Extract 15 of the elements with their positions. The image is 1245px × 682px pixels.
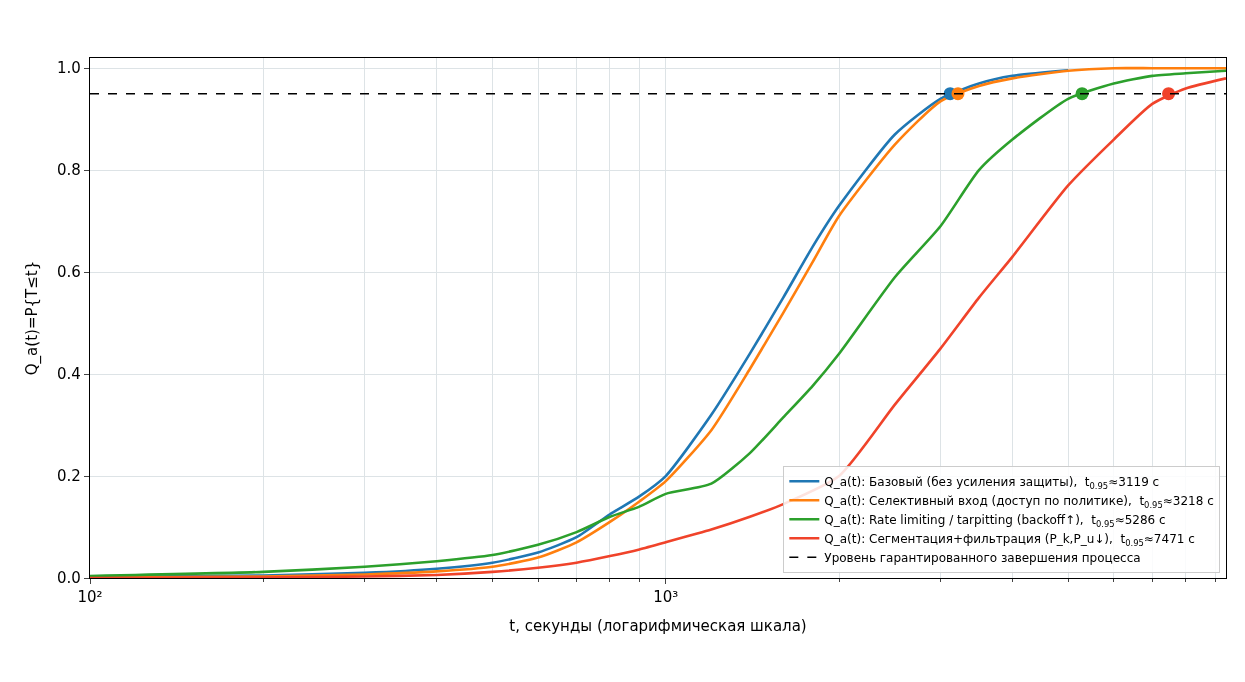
legend-label: Q_a(t): Селективный вход (доступ по политике), t$_{0.95}$≈3218 с — [824, 493, 1214, 510]
x-tick-label: 10² — [77, 588, 103, 607]
y-tick-label: 0.4 — [57, 365, 81, 384]
x-axis-title: t, секунды (логарифмическая шкала) — [509, 617, 807, 636]
y-axis-title: Q_a(t)=P{T≤t} — [23, 260, 43, 376]
y-tick-label: 1.0 — [57, 59, 81, 78]
x-tick-label: 10³ — [653, 588, 679, 607]
legend-label: Уровень гарантированного завершения процесса — [824, 550, 1141, 565]
legend-label: Q_a(t): Сегментация+фильтрация (P_k,P_u↓), t$_{0.95}$≈7471 с — [824, 531, 1195, 548]
legend-label: Q_a(t): Rate limiting / tarpitting (backoff↑), t$_{0.95}$≈5286 с — [824, 512, 1166, 529]
y-tick-label: 0.2 — [57, 467, 81, 486]
y-tick-label: 0.0 — [57, 569, 81, 588]
legend-label: Q_a(t): Базовый (без усиления защиты), t$_{0.95}$≈3119 с — [824, 474, 1160, 491]
y-tick-label: 0.6 — [57, 263, 81, 282]
y-tick-label: 0.8 — [57, 161, 81, 180]
